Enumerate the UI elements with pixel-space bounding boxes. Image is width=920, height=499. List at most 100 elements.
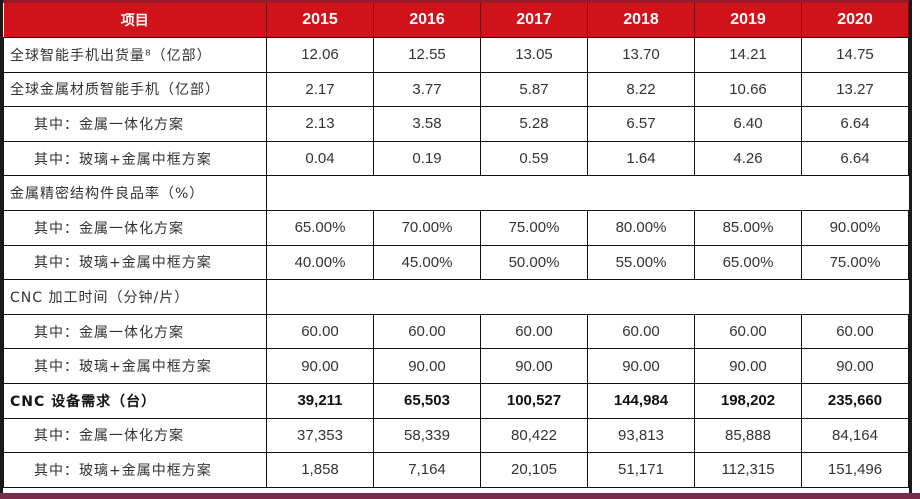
row-label: 其中：金属一体化方案 xyxy=(3,417,267,454)
value-cell: 37,353 xyxy=(266,417,374,454)
value-cell: 80.00% xyxy=(587,209,695,246)
value-cell: 144,984 xyxy=(587,382,695,419)
value-cell: 58,339 xyxy=(373,417,481,454)
value-cell: 12.06 xyxy=(266,37,374,73)
value-cell: 65,503 xyxy=(373,382,481,419)
value-cell: 60.00 xyxy=(266,313,374,350)
value-cell: 12.55 xyxy=(373,37,481,73)
value-cell: 112,315 xyxy=(694,452,802,488)
value-cell: 40.00% xyxy=(266,244,374,281)
value-cell: 1,858 xyxy=(266,452,374,488)
table-row: 其中：玻璃+金属中框方案 1,858 7,164 20,105 51,171 112,31… xyxy=(3,452,909,488)
row-label: 全球智能手机出货量⁸（亿部） xyxy=(3,37,267,73)
value-cell: 75.00% xyxy=(480,209,588,246)
value-cell: 100,527 xyxy=(480,382,588,419)
value-cell: 60.00 xyxy=(694,313,802,350)
empty-cell xyxy=(587,175,695,211)
row-label: 其中：玻璃+金属中框方案 xyxy=(3,140,267,177)
row-label: 其中：玻璃+金属中框方案 xyxy=(3,452,267,488)
table-frame xyxy=(0,0,912,493)
empty-cell xyxy=(373,175,481,211)
value-cell: 2.13 xyxy=(266,106,374,142)
header-year: 2016 xyxy=(373,3,481,38)
header-year: 2018 xyxy=(587,3,695,38)
value-cell: 0.04 xyxy=(266,140,374,177)
value-cell: 85.00% xyxy=(694,209,802,246)
empty-cell xyxy=(801,175,909,211)
value-cell: 85,888 xyxy=(694,417,802,454)
header-year: 2015 xyxy=(266,3,374,38)
empty-cell xyxy=(480,175,588,211)
value-cell: 1.64 xyxy=(587,140,695,177)
row-label: CNC 设备需求（台） xyxy=(3,382,267,419)
value-cell: 70.00% xyxy=(373,209,481,246)
value-cell: 13.05 xyxy=(480,37,588,73)
row-label: 其中：玻璃+金属中框方案 xyxy=(3,244,267,281)
value-cell: 60.00 xyxy=(801,313,909,350)
value-cell: 6.64 xyxy=(801,106,909,142)
value-cell: 60.00 xyxy=(373,313,481,350)
row-label: 其中：金属一体化方案 xyxy=(3,209,267,246)
value-cell: 8.22 xyxy=(587,71,695,108)
value-cell: 4.26 xyxy=(694,140,802,177)
row-label: CNC 加工时间（分钟/片） xyxy=(3,279,267,315)
value-cell: 13.27 xyxy=(801,71,909,108)
bottom-border xyxy=(0,493,920,499)
table-row: 其中：玻璃+金属中框方案 90.00 90.00 90.00 90.00 90.00 90.… xyxy=(3,348,909,384)
empty-cell xyxy=(694,175,802,211)
value-cell: 45.00% xyxy=(373,244,481,281)
data-table: 项目 2015 2016 2017 2018 2019 2020 全球智能手机出货量⁸（亿部… xyxy=(3,3,909,488)
value-cell: 90.00 xyxy=(373,348,481,384)
value-cell: 65.00% xyxy=(266,209,374,246)
row-label: 其中：金属一体化方案 xyxy=(3,313,267,350)
table-row: 其中：金属一体化方案 2.13 3.58 5.28 6.57 6.40 6.64 xyxy=(3,106,909,142)
header-year: 2020 xyxy=(801,3,909,38)
empty-cell xyxy=(694,279,802,315)
table-row: CNC 加工时间（分钟/片） xyxy=(3,279,909,315)
value-cell: 50.00% xyxy=(480,244,588,281)
value-cell: 198,202 xyxy=(694,382,802,419)
value-cell: 3.58 xyxy=(373,106,481,142)
top-border xyxy=(0,0,912,3)
value-cell: 84,164 xyxy=(801,417,909,454)
row-label: 金属精密结构件良品率（%） xyxy=(3,175,267,211)
value-cell: 60.00 xyxy=(480,313,588,350)
value-cell: 90.00 xyxy=(266,348,374,384)
row-label: 其中：玻璃+金属中框方案 xyxy=(3,348,267,384)
header-year: 2019 xyxy=(694,3,802,38)
value-cell: 65.00% xyxy=(694,244,802,281)
table-row: 其中：金属一体化方案 65.00% 70.00% 75.00% 80.00% 85.00%… xyxy=(3,209,909,246)
empty-cell xyxy=(266,175,374,211)
table-row: 金属精密结构件良品率（%） xyxy=(3,175,909,211)
value-cell: 0.59 xyxy=(480,140,588,177)
header-row: 项目 2015 2016 2017 2018 2019 2020 xyxy=(3,3,909,38)
value-cell: 80,422 xyxy=(480,417,588,454)
value-cell: 90.00 xyxy=(801,348,909,384)
value-cell: 7,164 xyxy=(373,452,481,488)
empty-cell xyxy=(801,279,909,315)
value-cell: 14.75 xyxy=(801,37,909,73)
value-cell: 5.28 xyxy=(480,106,588,142)
table-row: 全球智能手机出货量⁸（亿部） 12.06 12.55 13.05 13.70 14.21 1… xyxy=(3,37,909,73)
header-item-label: 项目 xyxy=(3,3,267,38)
value-cell: 51,171 xyxy=(587,452,695,488)
value-cell: 93,813 xyxy=(587,417,695,454)
value-cell: 90.00 xyxy=(480,348,588,384)
value-cell: 6.40 xyxy=(694,106,802,142)
value-cell: 14.21 xyxy=(694,37,802,73)
value-cell: 13.70 xyxy=(587,37,695,73)
value-cell: 39,211 xyxy=(266,382,374,419)
value-cell: 90.00 xyxy=(587,348,695,384)
value-cell: 90.00 xyxy=(694,348,802,384)
table-row: 全球金属材质智能手机（亿部） 2.17 3.77 5.87 8.22 10.66 13.27 xyxy=(3,71,909,108)
value-cell: 6.57 xyxy=(587,106,695,142)
value-cell: 235,660 xyxy=(801,382,909,419)
row-label: 全球金属材质智能手机（亿部） xyxy=(3,71,267,108)
value-cell: 6.64 xyxy=(801,140,909,177)
value-cell: 2.17 xyxy=(266,71,374,108)
empty-cell xyxy=(480,279,588,315)
empty-cell xyxy=(587,279,695,315)
value-cell: 151,496 xyxy=(801,452,909,488)
empty-cell xyxy=(266,279,374,315)
value-cell: 60.00 xyxy=(587,313,695,350)
